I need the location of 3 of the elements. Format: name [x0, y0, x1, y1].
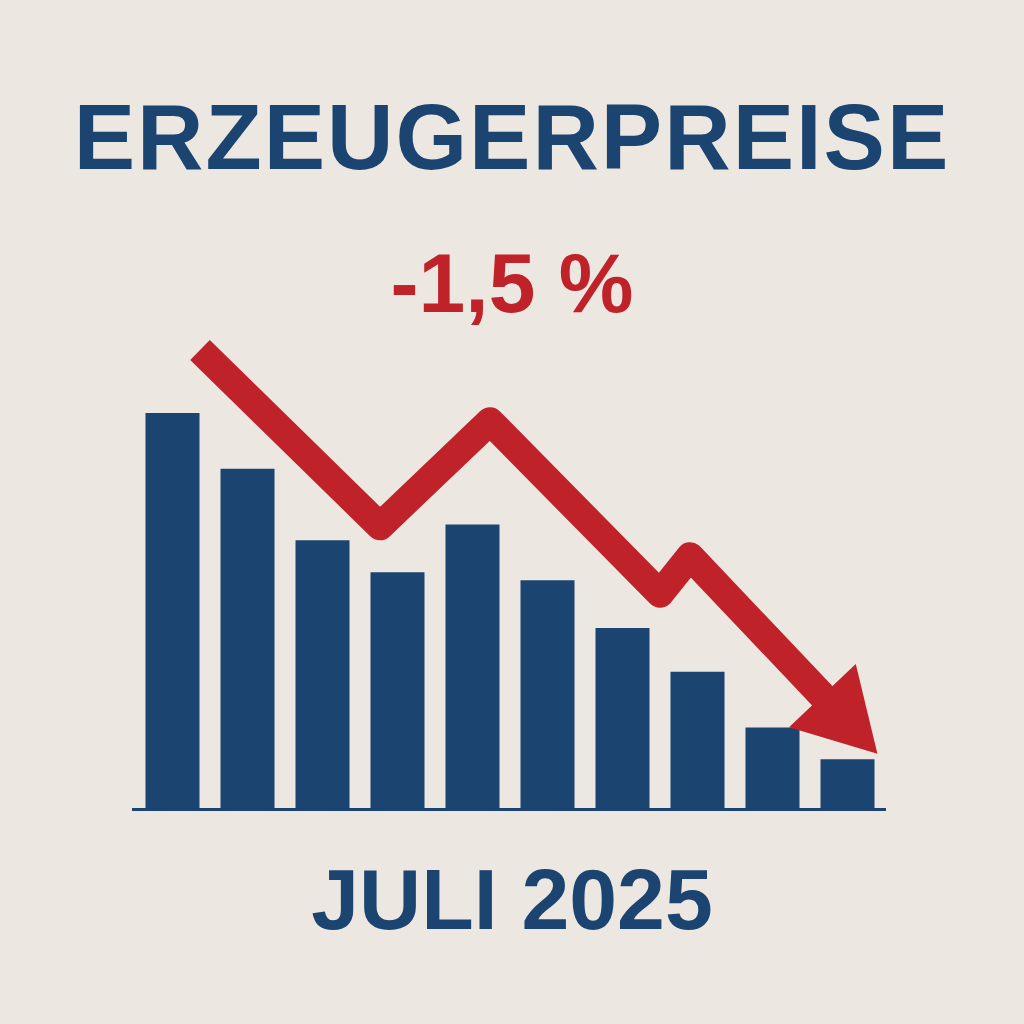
- chart-title: ERZEUGERPREISE: [72, 85, 952, 190]
- text: JULI 2025: [310, 850, 714, 949]
- chart-subtitle: -1,5 %: [389, 235, 635, 332]
